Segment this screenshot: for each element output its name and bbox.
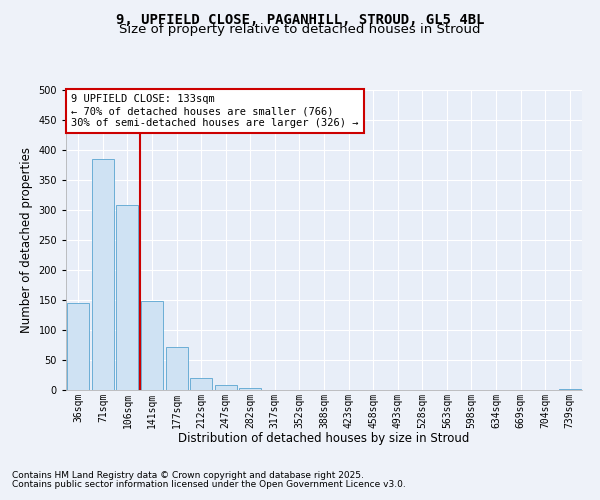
Bar [116,205,139,390]
Y-axis label: Number of detached properties: Number of detached properties [20,147,33,333]
Text: 9 UPFIELD CLOSE: 133sqm
← 70% of detached houses are smaller (766)
30% of semi-d: 9 UPFIELD CLOSE: 133sqm ← 70% of detache… [71,94,359,128]
Text: Size of property relative to detached houses in Stroud: Size of property relative to detached ho… [119,22,481,36]
Bar [215,384,237,390]
Bar [166,347,188,390]
Bar [92,159,114,390]
Text: 9, UPFIELD CLOSE, PAGANHILL, STROUD, GL5 4BL: 9, UPFIELD CLOSE, PAGANHILL, STROUD, GL5… [116,12,484,26]
Bar [239,388,262,390]
X-axis label: Distribution of detached houses by size in Stroud: Distribution of detached houses by size … [178,432,470,445]
Text: Contains public sector information licensed under the Open Government Licence v3: Contains public sector information licen… [12,480,406,489]
Text: Contains HM Land Registry data © Crown copyright and database right 2025.: Contains HM Land Registry data © Crown c… [12,471,364,480]
Bar [559,389,581,390]
Bar [141,301,163,390]
Bar [67,303,89,390]
Bar [190,378,212,390]
